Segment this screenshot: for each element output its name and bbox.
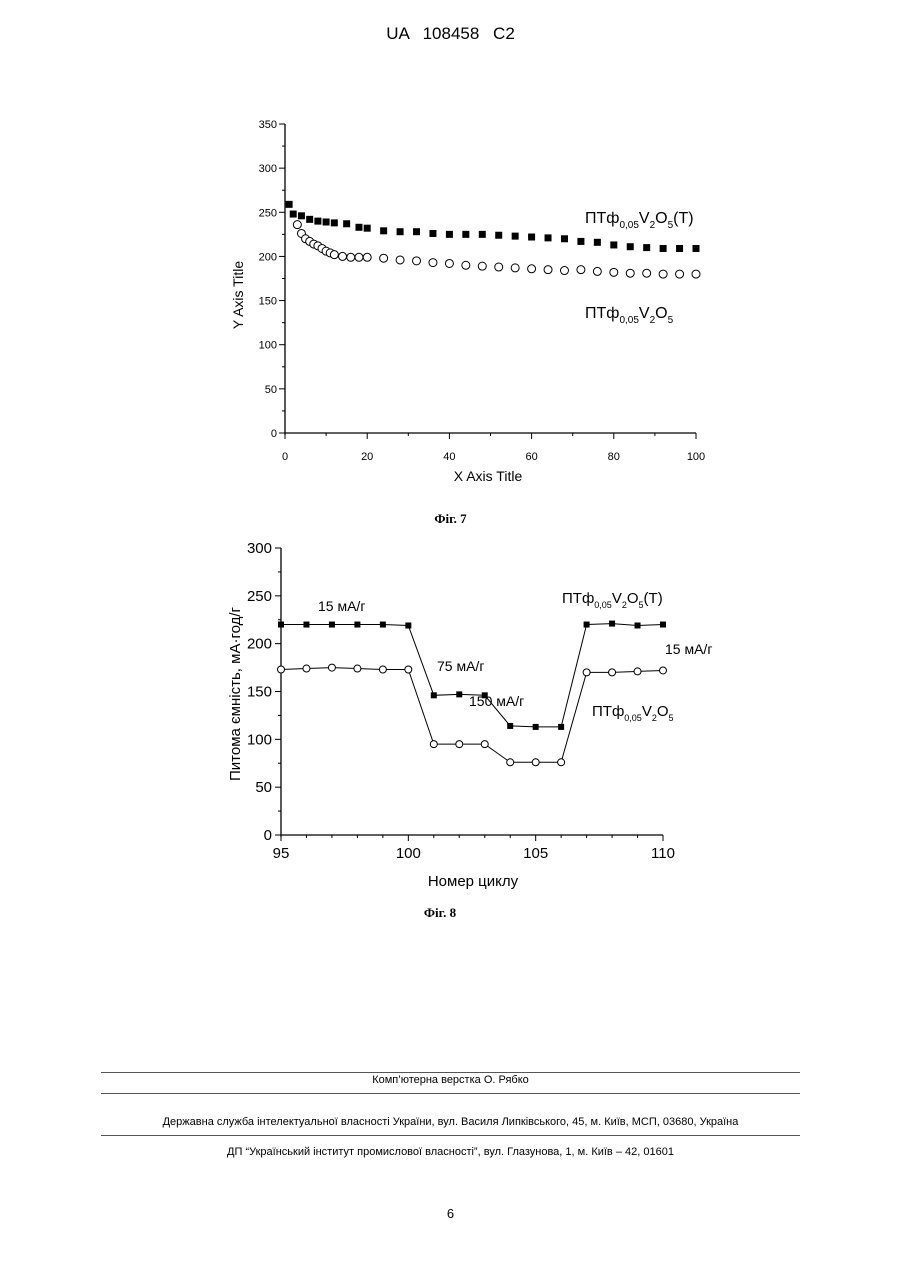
footer-typesetter: Комп’ютерна верстка О. Рябко — [0, 1074, 901, 1086]
figure-8-chart: 0 50 100 150 200 250 300 95 100 105 110 Номер цикл… — [0, 0, 901, 910]
fig8-point-plain — [507, 759, 514, 766]
fig8-point-thermal — [405, 622, 411, 628]
fig8-point-thermal — [635, 622, 641, 628]
fig8-annotations: 15 мА/г 75 мА/г 150 мА/г 15 мА/г — [318, 598, 712, 709]
fig8-point-plain — [278, 666, 285, 673]
fig8-point-thermal — [278, 622, 284, 628]
fig8-current-density-label: 15 мА/г — [318, 598, 365, 614]
fig8-point-thermal — [609, 621, 615, 627]
fig8-point-thermal — [660, 622, 666, 628]
fig8-point-plain — [354, 665, 361, 672]
figure-8-caption: Фіг. 8 — [0, 905, 880, 921]
fig8-point-thermal — [558, 724, 564, 730]
fig8-x-axis-label: Номер циклу — [428, 873, 519, 890]
fig8-y-tick-label: 100 — [247, 731, 272, 748]
fig8-point-thermal — [584, 622, 590, 628]
footer-rule-2 — [101, 1093, 800, 1094]
fig8-point-plain — [660, 667, 667, 674]
fig8-current-density-label: 75 мА/г — [437, 658, 484, 674]
page-number: 6 — [0, 1206, 901, 1221]
fig8-y-tick-label: 300 — [247, 540, 272, 557]
fig8-x-tick-label: 95 — [273, 845, 290, 862]
fig8-point-plain — [303, 665, 310, 672]
fig8-point-plain — [430, 741, 437, 748]
fig8-point-plain — [558, 759, 565, 766]
fig8-point-thermal — [303, 622, 309, 628]
footer-institute-address: ДП “Український інститут промислової вла… — [0, 1146, 901, 1158]
fig8-x-tick-label: 100 — [396, 845, 421, 862]
fig8-point-thermal — [380, 622, 386, 628]
fig8-series-label-thermal: ПТф0,05V2O5(T) — [562, 590, 663, 610]
fig8-point-plain — [379, 666, 386, 673]
fig8-point-thermal — [507, 723, 513, 729]
fig8-point-plain — [456, 741, 463, 748]
fig8-x-tick-label: 105 — [523, 845, 548, 862]
fig8-y-tick-label: 50 — [255, 779, 272, 796]
fig8-point-plain — [481, 741, 488, 748]
fig8-point-thermal — [431, 692, 437, 698]
fig8-point-plain — [634, 668, 641, 675]
patent-page: UA 108458 C2 050100150200250300350020406… — [0, 0, 901, 1273]
fig8-point-plain — [405, 666, 412, 673]
fig8-point-thermal — [329, 622, 335, 628]
fig8-point-plain — [583, 669, 590, 676]
fig8-point-plain — [609, 669, 616, 676]
fig8-point-plain — [532, 759, 539, 766]
fig8-point-plain — [328, 664, 335, 671]
fig8-current-density-label: 15 мА/г — [665, 641, 712, 657]
fig8-y-tick-label: 250 — [247, 588, 272, 605]
fig8-x-tick-label: 110 — [651, 845, 675, 862]
fig8-point-thermal — [354, 622, 360, 628]
footer-rule-1 — [101, 1072, 800, 1073]
footer-rule-3 — [101, 1135, 800, 1136]
fig8-y-tick-label: 200 — [247, 636, 272, 653]
footer-office-address: Державна служба інтелектуальної власност… — [0, 1116, 901, 1128]
fig8-axes: 0 50 100 150 200 250 300 95 100 105 110 — [247, 540, 675, 862]
fig8-y-axis-label: Питома ємність, мА·год/г — [227, 606, 244, 781]
fig8-series-label-plain: ПТф0,05V2O5 — [592, 703, 674, 723]
fig8-current-density-label: 150 мА/г — [469, 693, 524, 709]
fig8-y-tick-label: 0 — [264, 827, 272, 844]
fig8-y-tick-label: 150 — [247, 684, 272, 701]
fig8-point-thermal — [533, 724, 539, 730]
fig8-point-thermal — [456, 691, 462, 697]
